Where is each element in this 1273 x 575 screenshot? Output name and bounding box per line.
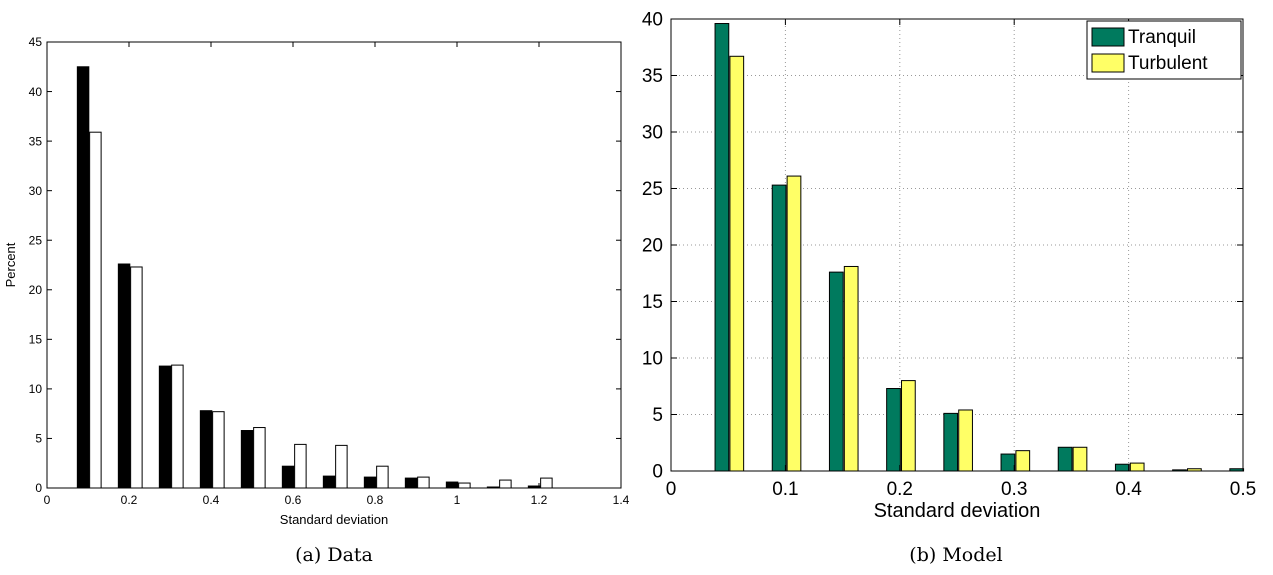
bar-tranquil (1000, 453, 1016, 472)
y-tick-label: 45 (29, 35, 43, 49)
bar-turbulent (843, 265, 859, 472)
bar-series-1 (363, 476, 377, 489)
x-axis-label: Standard deviation (874, 500, 1041, 522)
bar-series-1 (281, 465, 295, 489)
bar-series-2 (376, 465, 389, 489)
x-tick-label: 0.4 (203, 493, 220, 507)
bar-turbulent (786, 175, 802, 472)
bar-tranquil (828, 271, 844, 472)
x-axis-label: Standard deviation (280, 512, 388, 527)
chart-b-model: 0 0.1 0.2 0.3 0.4 0.5 0 5 10 15 20 25 30 35 40 Standard… (642, 10, 1256, 522)
y-tick-label: 35 (29, 134, 43, 148)
legend-label-tranquil: Tranquil (1128, 27, 1196, 48)
bar-turbulent (958, 409, 973, 472)
bar-series-2 (294, 443, 307, 489)
y-tick-label: 20 (642, 236, 663, 257)
y-tick-label: 15 (642, 292, 663, 313)
bar-series-1 (445, 481, 459, 489)
bar-tranquil (1114, 463, 1130, 472)
bar-series-1 (404, 477, 418, 489)
plot-frame (670, 18, 1244, 472)
bar-turbulent (1015, 450, 1031, 472)
x-tick-label: 0.2 (887, 479, 913, 500)
bar-tranquil (714, 23, 730, 472)
y-tick-label: 0 (652, 462, 663, 483)
x-tick-label: 0 (44, 493, 51, 507)
y-tick-label: 10 (29, 382, 43, 396)
bar-series-1 (322, 475, 336, 489)
y-tick-label: 30 (642, 123, 663, 144)
x-tick-label: 1 (454, 493, 461, 507)
y-tick-label: 15 (29, 333, 43, 347)
bar-series-2 (171, 364, 184, 489)
bar-series-2 (540, 477, 553, 489)
bar-series-2 (89, 131, 102, 489)
bar-tranquil (886, 388, 901, 472)
caption-a: (a) Data (295, 544, 373, 566)
y-tick-label: 30 (29, 184, 43, 198)
y-tick-label: 25 (29, 233, 43, 247)
y-tick-label: 25 (642, 179, 663, 200)
bar-turbulent (1129, 462, 1145, 472)
y-tick-label: 20 (29, 283, 43, 297)
bar-series-1 (199, 410, 213, 489)
bar-series-2 (458, 482, 471, 489)
bar-series-2 (335, 444, 348, 489)
y-tick-label: 40 (29, 85, 43, 99)
y-tick-label: 0 (35, 481, 42, 495)
chart-a-data: 0 0.2 0.4 0.6 0.8 1 1.2 1.4 0 5 10 15 20 25 30 35 40 45 St… (3, 35, 630, 527)
x-tick-label: 0 (666, 479, 677, 500)
x-tick-label: 0.3 (1001, 479, 1027, 500)
x-tick-label: 0.5 (1230, 479, 1256, 500)
bar-series-1 (240, 430, 254, 489)
bar-series-1 (76, 66, 90, 489)
y-axis-label: Percent (3, 242, 18, 287)
bar-tranquil (943, 412, 959, 472)
bar-series-2 (417, 476, 430, 489)
x-tick-label: 1.4 (613, 493, 630, 507)
bar-turbulent (901, 380, 916, 472)
bar-series-2 (253, 427, 266, 489)
x-tick-label: 0.2 (121, 493, 138, 507)
x-tick-label: 0.4 (1115, 479, 1142, 500)
bar-series-2 (130, 266, 143, 489)
legend-label-turbulent: Turbulent (1128, 53, 1208, 74)
y-tick-label: 5 (35, 432, 42, 446)
legend-swatch-tranquil (1091, 27, 1125, 47)
caption-b: (b) Model (909, 544, 1002, 566)
plot-frame (46, 41, 622, 489)
legend: Tranquil Turbulent (1086, 20, 1242, 80)
x-tick-label: 0.8 (367, 493, 384, 507)
bar-series-1 (117, 263, 131, 489)
bar-turbulent (1072, 446, 1088, 472)
bar-tranquil (1057, 446, 1073, 472)
y-tick-label: 40 (642, 10, 663, 31)
x-tick-label: 0.1 (772, 479, 798, 500)
bar-series-1 (158, 365, 172, 489)
bar-series-2 (499, 479, 512, 489)
bar-turbulent (729, 55, 745, 472)
y-tick-label: 10 (642, 349, 663, 370)
y-tick-label: 5 (652, 405, 663, 426)
bar-tranquil (771, 184, 787, 472)
x-tick-label: 1.2 (531, 493, 548, 507)
x-tick-label: 0.6 (285, 493, 302, 507)
legend-swatch-turbulent (1091, 53, 1125, 73)
y-tick-label: 35 (642, 66, 663, 87)
bar-series-2 (212, 411, 225, 489)
